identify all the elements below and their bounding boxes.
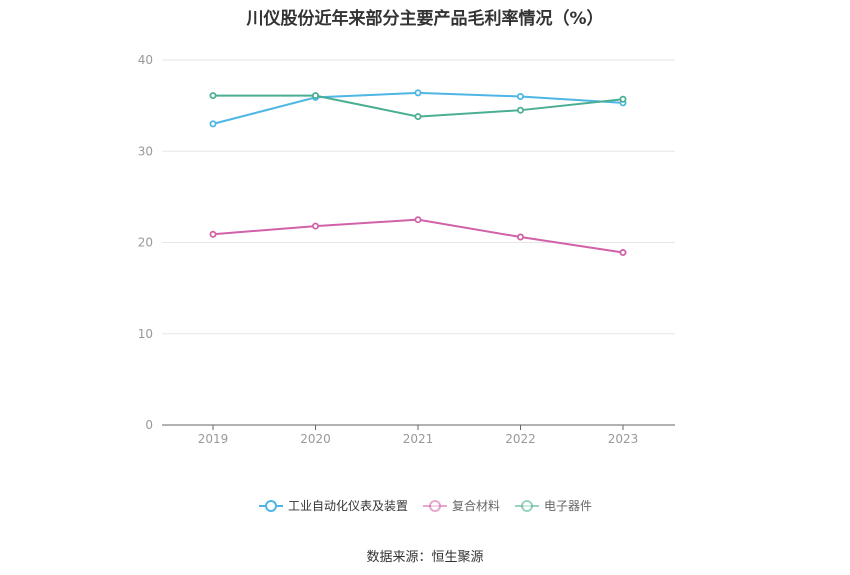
source-note: 数据来源：恒生聚源 <box>366 550 484 565</box>
data-point <box>311 92 319 100</box>
legend-item[interactable]: 工业自动化仪表及装置 <box>258 497 408 514</box>
data-point <box>517 93 525 101</box>
legend-label: 复合材料 <box>451 499 500 513</box>
data-point <box>414 113 422 121</box>
x-tick-label: 2019 <box>198 432 229 446</box>
data-point <box>619 249 627 257</box>
x-tick-label: 2023 <box>608 432 639 446</box>
series-2 <box>209 216 627 257</box>
legend-marker-icon <box>422 499 447 512</box>
legend-item[interactable]: 复合材料 <box>422 497 500 514</box>
x-tick-label: 2020 <box>300 432 331 446</box>
y-tick-label: 20 <box>138 236 153 250</box>
data-point <box>209 92 217 100</box>
y-tick-label: 40 <box>138 53 153 67</box>
x-tick-label: 2021 <box>403 432 434 446</box>
data-point <box>209 120 217 128</box>
grid-lines <box>162 59 675 335</box>
data-point <box>414 216 422 224</box>
data-point <box>311 222 319 230</box>
legend-item[interactable]: 电子器件 <box>514 497 592 514</box>
data-point <box>517 233 525 241</box>
x-tick-label: 2022 <box>505 432 536 446</box>
y-axis-tick-labels: 0 10 20 30 40 <box>138 53 153 432</box>
y-tick-label: 0 <box>145 418 153 432</box>
legend: 工业自动化仪表及装置 复合材料 电子器件 <box>0 497 850 514</box>
y-tick-label: 10 <box>138 327 153 341</box>
legend-marker-icon <box>258 499 283 512</box>
data-point <box>517 106 525 114</box>
legend-marker-icon <box>515 499 539 512</box>
data-point <box>209 230 217 238</box>
x-axis: 2019 2020 2021 2022 2023 <box>162 424 675 446</box>
series-line <box>212 218 624 254</box>
y-tick-label: 30 <box>138 144 153 158</box>
series-3 <box>209 92 627 121</box>
data-point <box>619 95 627 103</box>
legend-label: 工业自动化仪表及装置 <box>287 499 408 513</box>
legend-label: 电子器件 <box>544 499 593 513</box>
chart-title: 川仪股份近年来部分主要产品毛利率情况（%） <box>246 9 604 29</box>
series-lines <box>209 89 627 257</box>
data-point <box>414 89 422 97</box>
